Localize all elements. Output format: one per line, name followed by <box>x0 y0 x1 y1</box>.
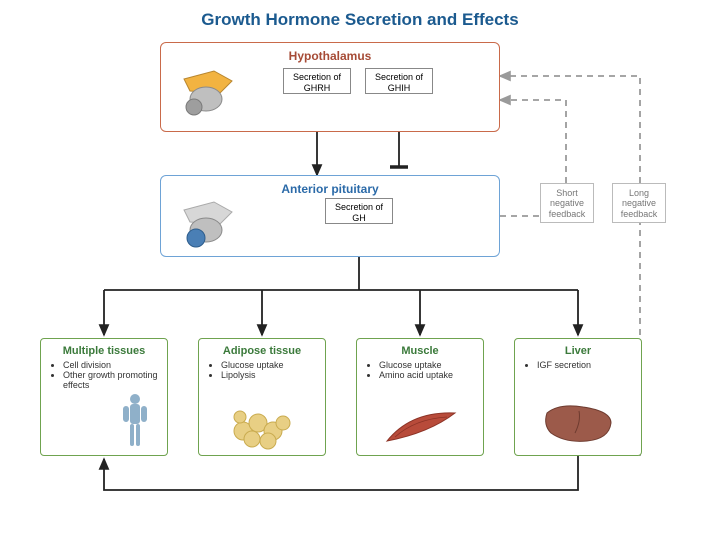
muscle-title: Muscle <box>365 345 475 357</box>
liver-to-multiple <box>104 456 578 490</box>
fb-short-l3: feedback <box>549 209 586 219</box>
multiple-tissues-title: Multiple tissues <box>49 345 159 357</box>
list-item: Cell division <box>63 360 159 370</box>
multiple-tissues-panel: Multiple tissues Cell division Other gro… <box>40 338 168 456</box>
list-item: Lipolysis <box>221 370 317 380</box>
gh-secretion-box: Secretion of GH <box>325 198 393 224</box>
liver-list: IGF secretion <box>523 360 633 370</box>
hypothalamus-label: Hypothalamus <box>161 43 499 63</box>
list-item: Amino acid uptake <box>379 370 475 380</box>
short-feedback-box: Short negative feedback <box>540 183 594 223</box>
fb-long-l2: negative <box>622 198 656 208</box>
long-feedback-to-hypo <box>500 76 640 183</box>
gh-line2: GH <box>352 213 366 223</box>
muscle-list: Glucose uptake Amino acid uptake <box>365 360 475 380</box>
hypothalamus-icon <box>176 65 246 119</box>
list-item: Glucose uptake <box>221 360 317 370</box>
fb-long-l1: Long <box>629 188 649 198</box>
human-icon <box>115 391 155 451</box>
pituitary-icon <box>176 196 246 250</box>
muscle-panel: Muscle Glucose uptake Amino acid uptake <box>356 338 484 456</box>
muscle-icon <box>381 405 461 449</box>
ghrh-line1: Secretion of <box>293 72 341 82</box>
multiple-tissues-list: Cell division Other growth promoting eff… <box>49 360 159 390</box>
adipose-title: Adipose tissue <box>207 345 317 357</box>
ghrh-secretion-box: Secretion of GHRH <box>283 68 351 94</box>
ghih-secretion-box: Secretion of GHIH <box>365 68 433 94</box>
short-feedback-to-hypo <box>500 100 566 183</box>
adipose-tissue-panel: Adipose tissue Glucose uptake Lipolysis <box>198 338 326 456</box>
liver-panel: Liver IGF secretion <box>514 338 642 456</box>
ghih-line2: GHIH <box>388 83 411 93</box>
fb-long-l3: feedback <box>621 209 658 219</box>
adipose-icon <box>228 401 298 451</box>
page-title: Growth Hormone Secretion and Effects <box>0 10 720 30</box>
liver-icon <box>539 399 619 449</box>
ghih-line1: Secretion of <box>375 72 423 82</box>
adipose-list: Glucose uptake Lipolysis <box>207 360 317 380</box>
list-item: Other growth promoting effects <box>63 370 159 390</box>
pituitary-label: Anterior pituitary <box>161 176 499 196</box>
fb-short-l2: negative <box>550 198 584 208</box>
ghrh-line2: GHRH <box>304 83 331 93</box>
long-feedback-box: Long negative feedback <box>612 183 666 223</box>
gh-line1: Secretion of <box>335 202 383 212</box>
list-item: Glucose uptake <box>379 360 475 370</box>
list-item: IGF secretion <box>537 360 633 370</box>
liver-title: Liver <box>523 345 633 357</box>
fb-short-l1: Short <box>556 188 578 198</box>
